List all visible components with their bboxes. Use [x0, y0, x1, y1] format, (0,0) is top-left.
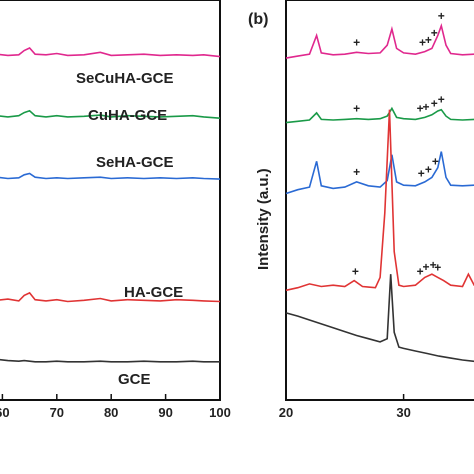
- panel-b-series-line-4: [285, 274, 474, 363]
- plus-marker-1-4: +: [438, 93, 445, 107]
- plus-marker-3-3: +: [430, 258, 437, 272]
- panel-b-series-line-1: [285, 106, 474, 124]
- panel-b-series-line-2: [285, 151, 474, 195]
- plus-marker-0-2: +: [425, 33, 432, 47]
- panel-a-tick-label-1: 70: [50, 405, 64, 420]
- plus-marker-2-0: +: [353, 165, 360, 179]
- panel-a-x-ticks: 60 70 80 90 100: [0, 394, 231, 420]
- panel-a-series-line-4: [0, 358, 220, 363]
- panel-b-plus-markers: + +++++ ++ + ++ + +++ ++ ++: [352, 9, 445, 279]
- series-label-cuha-gce: CuHA-GCE: [88, 107, 167, 124]
- panel-b-tag: (b): [248, 11, 268, 28]
- series-label-gce: GCE: [118, 371, 151, 388]
- panel-a-series-group: [0, 47, 221, 363]
- panel-b-tick-label-1: 30: [396, 405, 410, 420]
- panel-b-plot: + +++++ ++ + ++ + +++ ++ ++ 20 30 (b) Intensity (…: [248, 0, 474, 420]
- panel-b-series-line-3: [285, 109, 474, 292]
- plus-marker-0-3: +: [431, 26, 438, 40]
- plus-marker-1-0: +: [353, 102, 360, 116]
- panel-b-series-group: [285, 23, 474, 363]
- plus-marker-3-2: +: [422, 260, 429, 274]
- panel-b-y-axis-title: Intensity (a.u.): [255, 168, 272, 270]
- panel-b-series-line-0: [285, 23, 474, 59]
- panel-a-tick-label-3: 90: [158, 405, 172, 420]
- panel-a-plot: 60 70 80 90 100 SeCuHA-GCE CuHA-GCE SeHA-GCE…: [0, 0, 231, 420]
- panel-a-tick-label-4: 100: [209, 405, 231, 420]
- panel-a-axes-frame: [0, 0, 221, 401]
- panel-a-tick-label-0: 60: [0, 405, 10, 420]
- plus-marker-1-3: +: [431, 96, 438, 110]
- plus-marker-3-0: +: [352, 265, 359, 279]
- plus-marker-3-4: +: [434, 260, 441, 274]
- plus-marker-1-2: +: [422, 100, 429, 114]
- panel-a-tick-label-2: 80: [104, 405, 118, 420]
- panel-b-tick-label-0: 20: [279, 405, 293, 420]
- plus-marker-0-0: +: [353, 35, 360, 49]
- series-label-secuha-gce: SeCuHA-GCE: [76, 70, 174, 87]
- plus-marker-2-3: +: [432, 155, 439, 169]
- panel-a-series-line-1: [0, 109, 221, 119]
- plus-marker-2-2: +: [425, 163, 432, 177]
- plus-marker-3-1: +: [417, 264, 424, 278]
- series-label-ha-gce: HA-GCE: [124, 284, 183, 301]
- panel-a-series-line-2: [0, 172, 221, 180]
- plus-marker-0-4: +: [438, 9, 445, 23]
- panel-b-axes-frame: [285, 0, 474, 401]
- plus-marker-2-1: +: [418, 166, 425, 180]
- panel-b-x-ticks: 20 30: [279, 394, 411, 420]
- panel-a-series-line-0: [0, 47, 221, 58]
- plus-marker-0-1: +: [419, 35, 426, 49]
- plus-marker-1-1: +: [417, 101, 424, 115]
- panel-a-series-line-3: [0, 291, 221, 303]
- series-label-seha-gce: SeHA-GCE: [96, 154, 174, 171]
